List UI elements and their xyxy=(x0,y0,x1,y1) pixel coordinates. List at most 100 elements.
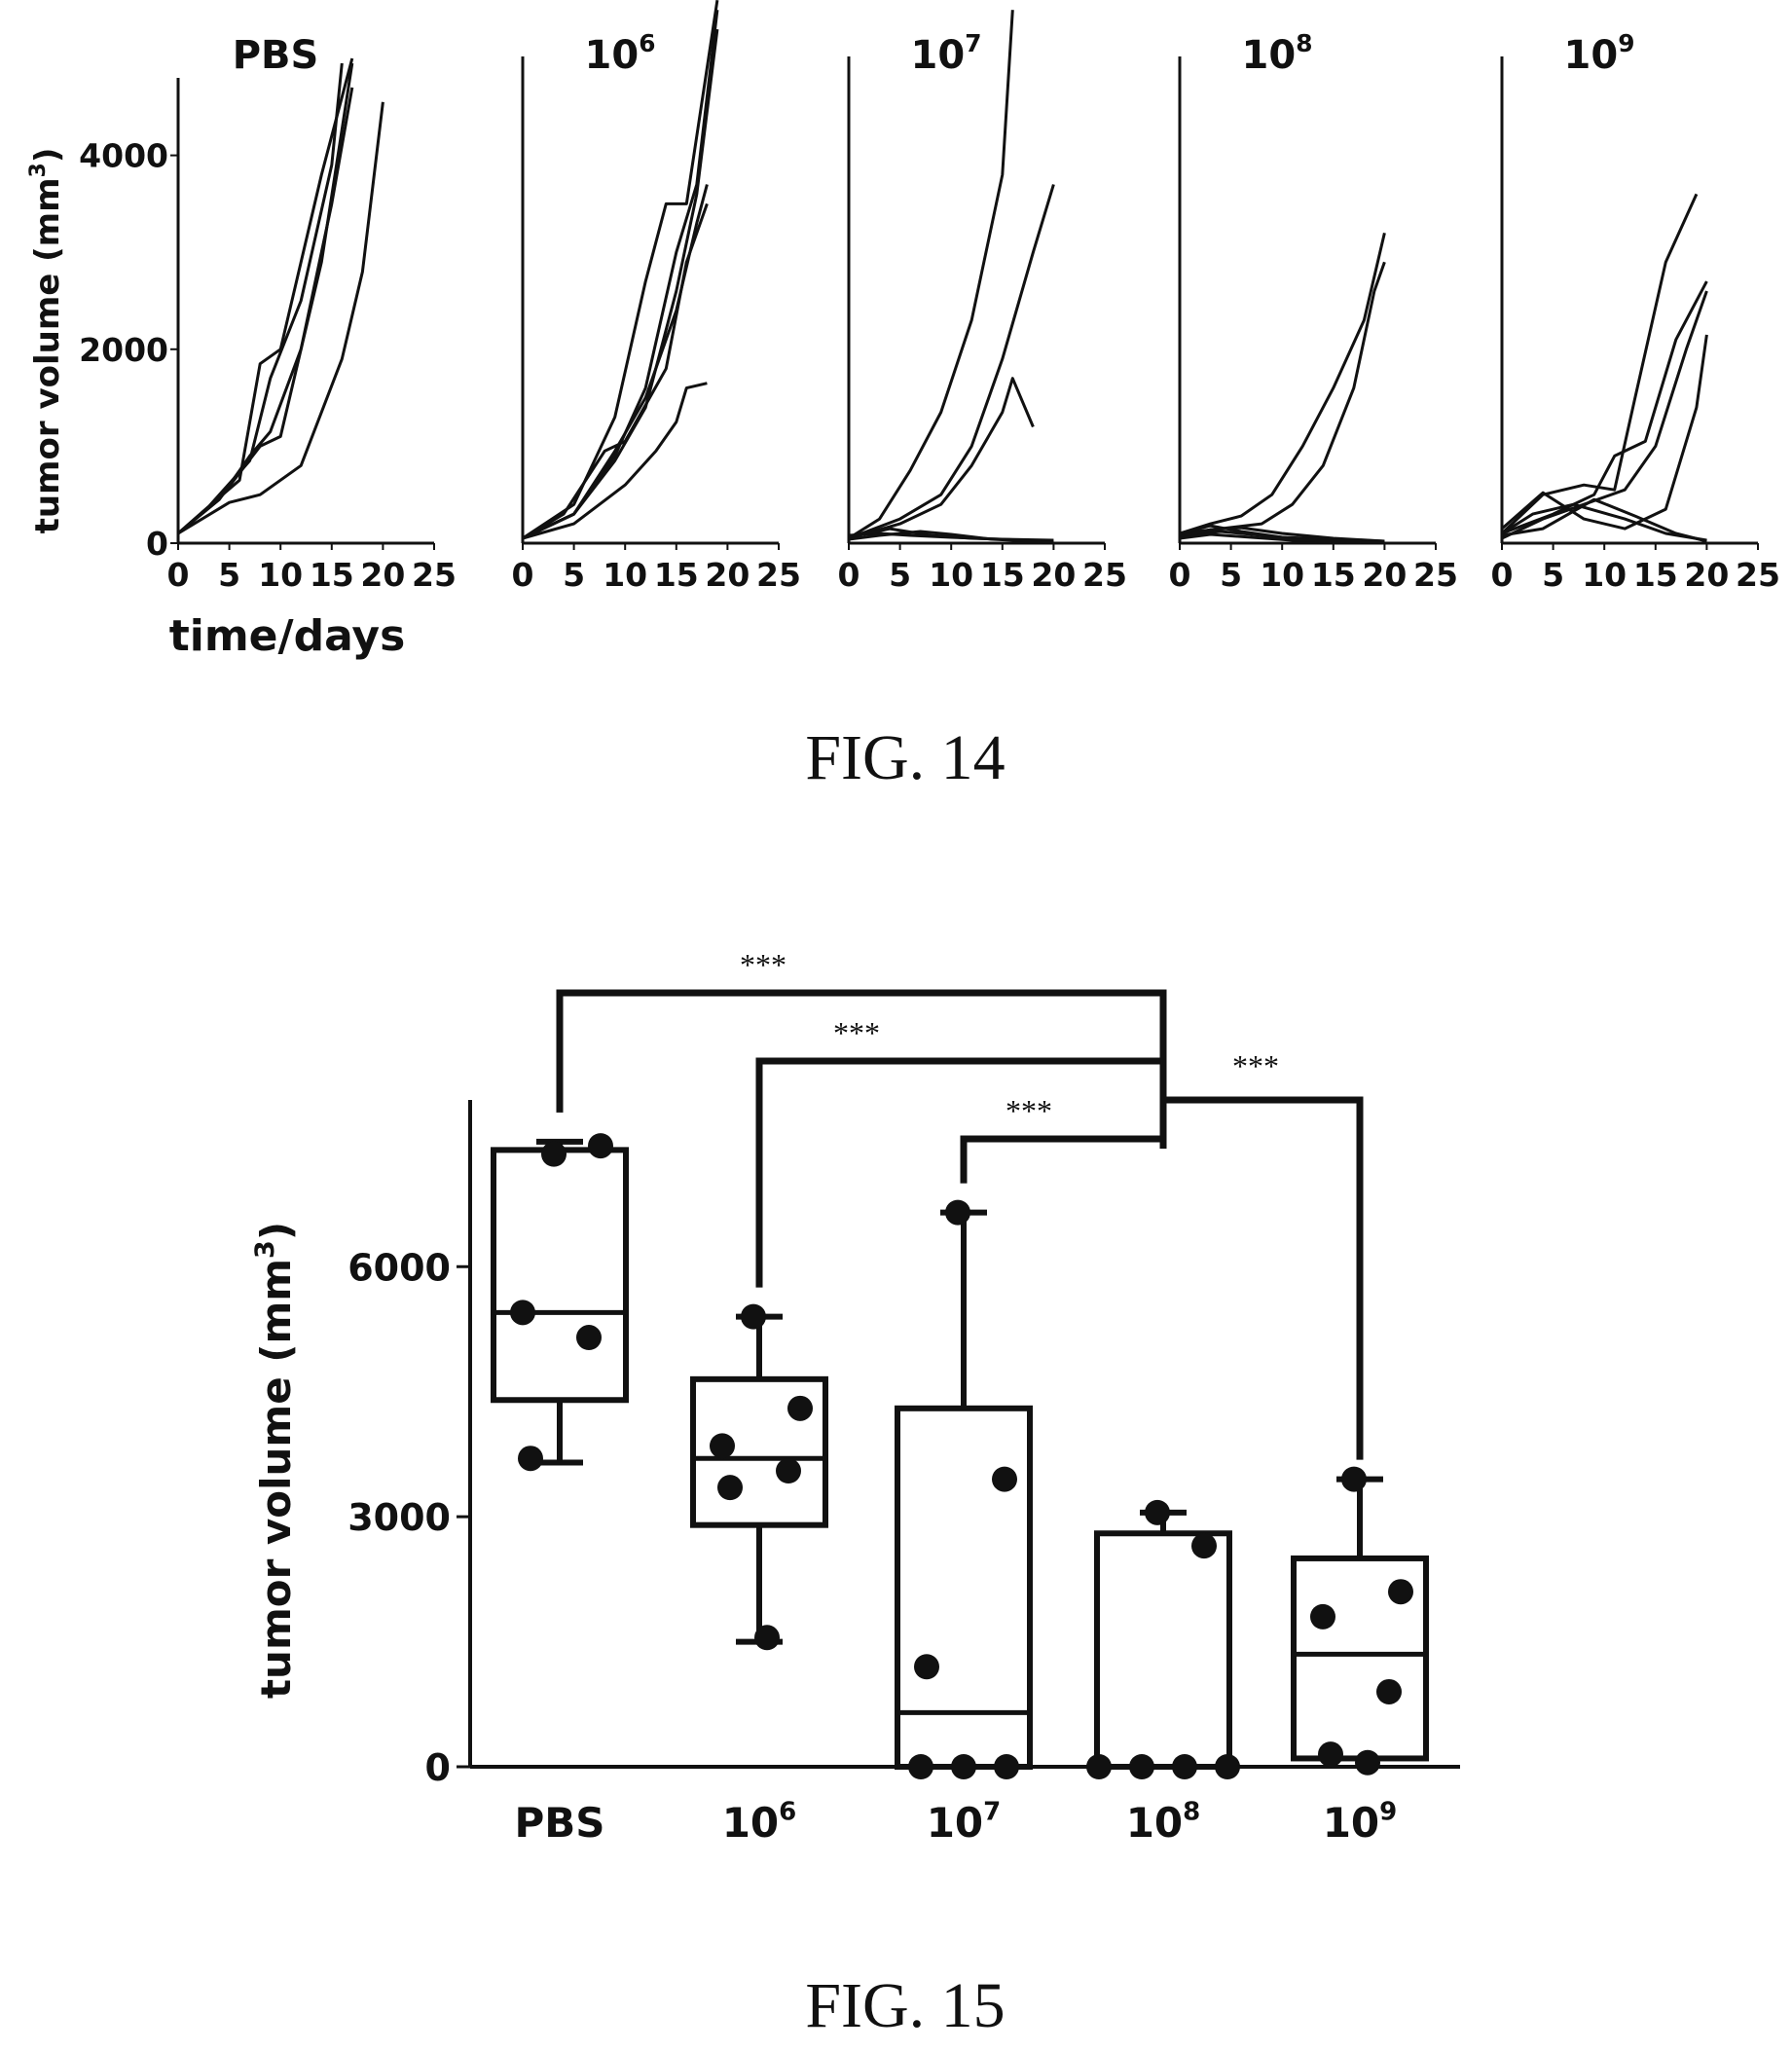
fig15-data-point xyxy=(1341,1466,1367,1492)
fig14-series-line xyxy=(177,101,384,535)
fig15-x-tick-label-superscript: 8 xyxy=(1183,1797,1200,1826)
fig14-panel-title-superscript: 8 xyxy=(1296,29,1312,57)
fig15-significance-bracket xyxy=(1159,1096,1364,1460)
fig15-data-point xyxy=(992,1466,1017,1492)
fig14-y-axis-label: tumor volume (mm3) xyxy=(26,148,67,534)
fig15-data-point xyxy=(994,1754,1019,1779)
fig15-data-point xyxy=(1172,1754,1197,1779)
fig14-x-tick-label: 0 xyxy=(838,556,860,594)
fig15-data-point xyxy=(1376,1678,1402,1704)
fig15-data-point xyxy=(510,1300,535,1326)
fig14-x-tick-label: 25 xyxy=(756,556,801,594)
fig14-series-line xyxy=(848,10,1014,540)
fig15-data-point xyxy=(518,1446,543,1472)
fig15-data-point xyxy=(741,1303,766,1330)
fig14-panel-title-text: 10 xyxy=(585,33,640,78)
fig14-x-tick-label: 10 xyxy=(258,556,303,594)
fig14-x-tick-label: 0 xyxy=(1169,556,1191,594)
fig15-y-axis-label-close: ) xyxy=(252,1222,300,1240)
fig14-series-line xyxy=(1501,502,1707,542)
fig15-data-point xyxy=(1191,1533,1217,1559)
fig14-series-line xyxy=(522,10,719,540)
fig14-x-tick-label: 10 xyxy=(929,556,973,594)
fig14-series-line xyxy=(177,87,354,535)
fig15-data-point xyxy=(588,1133,613,1159)
fig15-data-point xyxy=(1086,1754,1112,1779)
fig15-data-point xyxy=(787,1395,813,1421)
fig14-y-tick-label: 0 xyxy=(146,525,168,563)
fig15-box-group xyxy=(1291,1466,1429,1776)
fig14-x-tick-label: 15 xyxy=(980,556,1025,594)
fig14-series-line xyxy=(1179,526,1385,543)
fig14-x-tick-label: 10 xyxy=(603,556,647,594)
fig14-y-tick-label: 2000 xyxy=(79,331,168,369)
fig15-significance-label: *** xyxy=(740,947,786,982)
fig14-x-tick-label: 15 xyxy=(654,556,699,594)
fig14-x-tick-label: 10 xyxy=(1582,556,1627,594)
fig15-box xyxy=(1094,1530,1232,1770)
fig15-box-group xyxy=(690,1303,828,1651)
fig14-x-tick-label: 5 xyxy=(563,556,585,594)
fig15-significance-label: *** xyxy=(1232,1048,1279,1083)
fig15-data-point xyxy=(1388,1579,1413,1605)
fig14-x-tick-label: 20 xyxy=(360,556,405,594)
fig15-data-point xyxy=(1355,1749,1380,1776)
fig14-x-tick-label: 0 xyxy=(167,556,190,594)
fig14-panel-title-text: 10 xyxy=(1242,33,1297,78)
fig14-y-axis-label-text: tumor volume (mm xyxy=(28,177,67,533)
fig15-data-point xyxy=(1318,1741,1343,1768)
fig15-x-tick-label: 109 xyxy=(1323,1797,1398,1847)
fig15-y-axis-label: tumor volume (mm3) xyxy=(250,1222,300,1699)
fig14-panel-title-superscript: 7 xyxy=(965,29,981,57)
fig14-panel-title: 106 xyxy=(585,29,656,78)
fig15-x-tick-label-text: 10 xyxy=(927,1799,983,1847)
fig14-series-line xyxy=(522,28,719,540)
fig14-series-line xyxy=(1179,261,1386,535)
fig14-series-line xyxy=(177,62,354,535)
fig14-series-line xyxy=(522,184,709,540)
fig15-caption: FIG. 15 xyxy=(805,1970,1005,2041)
fig14-x-tick-label: 5 xyxy=(1220,556,1242,594)
fig15-box xyxy=(690,1375,828,1528)
fig15-significance-bracket xyxy=(960,1135,1167,1184)
fig15-data-point xyxy=(710,1433,735,1459)
fig14-y-axis-label-close: ) xyxy=(28,148,67,164)
fig14-panel-title-text: 10 xyxy=(1564,33,1619,78)
fig14-x-tick-label: 5 xyxy=(218,556,240,594)
fig14-y-tick-label: 4000 xyxy=(79,137,168,175)
fig14-series-line xyxy=(522,202,709,540)
fig15-box-group xyxy=(1086,1499,1240,1779)
fig15-data-point xyxy=(776,1458,801,1484)
fig14-x-tick-label: 25 xyxy=(1413,556,1458,594)
fig14-series-line xyxy=(848,184,1055,540)
fig14-panel-title-superscript: 9 xyxy=(1618,29,1634,57)
fig14-x-tick-label: 25 xyxy=(1736,556,1780,594)
fig14-series-line xyxy=(848,530,1054,544)
fig14-series-line xyxy=(522,0,719,540)
fig15-data-point xyxy=(1145,1499,1170,1525)
fig14-x-axis-label: time/days xyxy=(169,611,406,661)
fig14-x-tick-label: 5 xyxy=(1542,556,1564,594)
fig15-data-point xyxy=(945,1199,970,1226)
fig14-x-tick-label: 10 xyxy=(1260,556,1304,594)
fig14-x-tick-label: 25 xyxy=(1082,556,1127,594)
fig14-panel-title-text: 10 xyxy=(911,33,966,78)
fig15-box-group xyxy=(895,1199,1033,1779)
fig14-panel-title: PBS xyxy=(233,33,319,78)
fig14-series-line xyxy=(1501,290,1708,540)
fig14-x-tick-label: 5 xyxy=(889,556,911,594)
fig15-x-tick-label: 106 xyxy=(722,1797,797,1847)
fig15-data-point xyxy=(1129,1754,1154,1779)
fig14-panel-title-text: PBS xyxy=(233,33,319,78)
fig14-series-line xyxy=(177,57,354,535)
fig15-x-tick-label: PBS xyxy=(514,1799,604,1847)
fig15-y-tick-label: 6000 xyxy=(347,1246,451,1289)
fig14-x-tick-label: 20 xyxy=(705,556,750,594)
fig15-box xyxy=(491,1147,629,1404)
